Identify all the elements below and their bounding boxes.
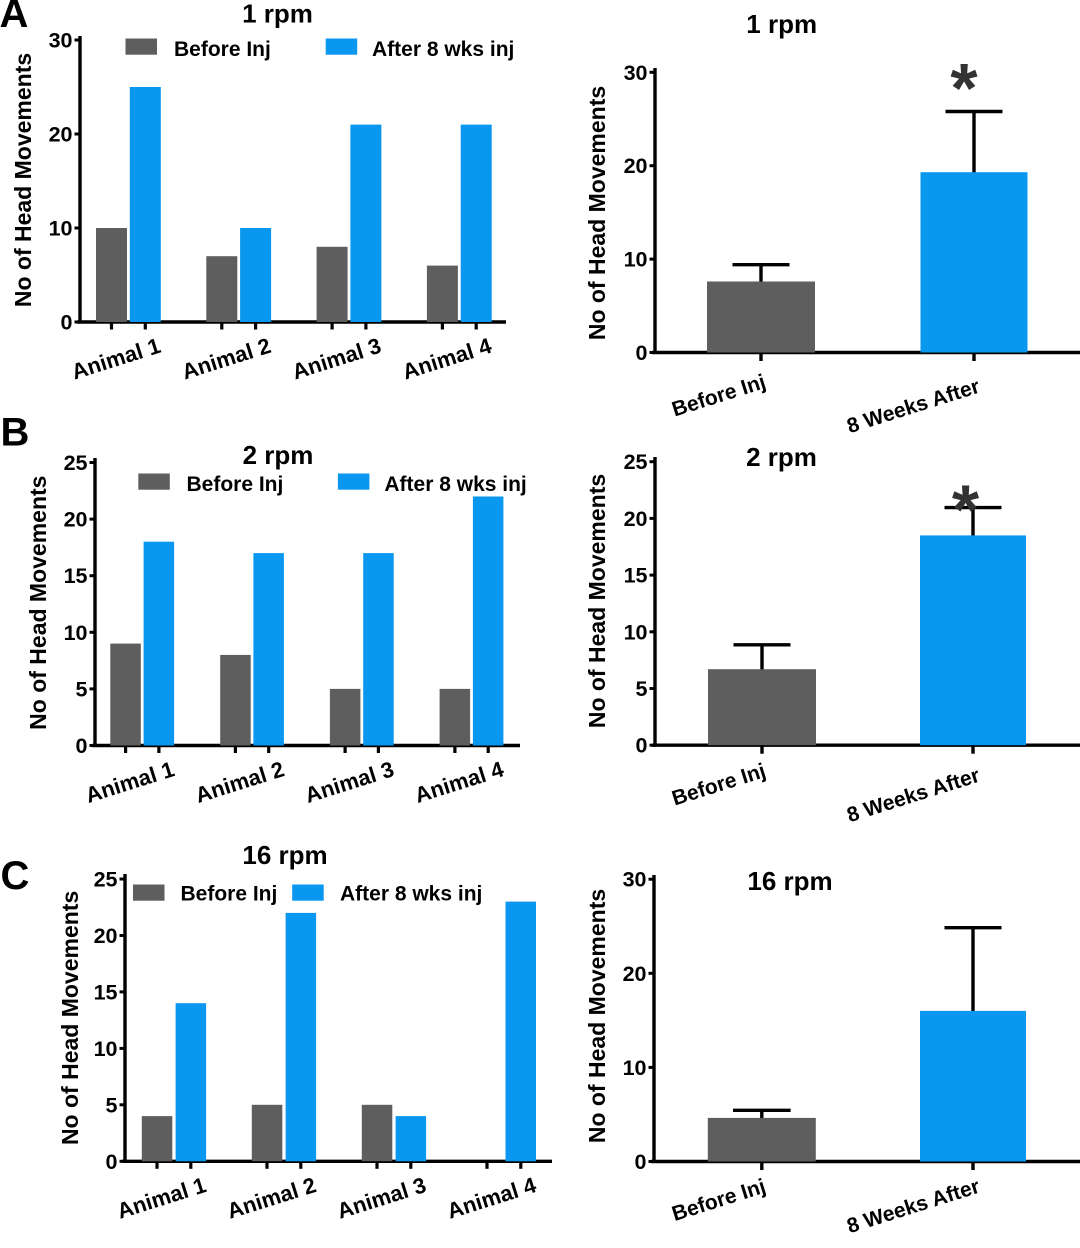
svg-text:5: 5 [106,1093,118,1117]
svg-text:1 rpm: 1 rpm [242,0,313,28]
svg-text:16 rpm: 16 rpm [747,866,832,896]
svg-text:0: 0 [61,311,73,335]
svg-text:*: * [950,49,978,127]
svg-text:After 8 wks inj: After 8 wks inj [340,883,482,906]
svg-text:No of Head Movements: No of Head Movements [584,889,610,1143]
svg-text:No of Head Movements: No of Head Movements [584,86,610,340]
svg-text:0: 0 [635,1150,647,1174]
svg-text:No of Head Movements: No of Head Movements [25,476,51,730]
svg-text:2 rpm: 2 rpm [243,440,314,470]
svg-text:30: 30 [49,29,73,53]
svg-text:0: 0 [106,1150,118,1174]
svg-text:After 8 wks inj: After 8 wks inj [384,473,526,496]
svg-text:No of Head Movements: No of Head Movements [10,53,36,307]
svg-text:A: A [0,0,28,36]
svg-text:10: 10 [623,1056,647,1080]
svg-text:10: 10 [49,217,73,241]
svg-text:No of Head Movements: No of Head Movements [584,474,610,728]
svg-text:No of Head Movements: No of Head Movements [57,891,83,1145]
svg-text:After 8 wks inj: After 8 wks inj [372,38,514,61]
svg-text:15: 15 [94,980,118,1004]
svg-text:10: 10 [64,621,88,645]
svg-text:25: 25 [624,450,648,474]
svg-text:10: 10 [624,620,648,644]
svg-text:5: 5 [76,677,88,701]
svg-text:2 rpm: 2 rpm [746,442,817,472]
svg-text:20: 20 [64,508,88,532]
svg-text:1 rpm: 1 rpm [746,9,817,39]
svg-text:25: 25 [64,451,88,475]
svg-text:30: 30 [624,61,648,85]
svg-text:20: 20 [49,123,73,147]
svg-text:10: 10 [624,248,648,272]
svg-text:10: 10 [94,1037,118,1061]
svg-text:5: 5 [636,677,648,701]
svg-text:B: B [1,411,30,455]
svg-text:15: 15 [64,564,88,588]
svg-text:Before Inj: Before Inj [174,38,271,61]
svg-text:20: 20 [624,154,648,178]
svg-text:Before Inj: Before Inj [187,473,284,496]
svg-text:Before Inj: Before Inj [181,883,278,906]
svg-text:25: 25 [94,868,118,892]
svg-text:C: C [1,854,30,898]
svg-text:15: 15 [624,564,648,588]
svg-text:30: 30 [623,868,647,892]
svg-text:20: 20 [623,962,647,986]
svg-text:0: 0 [636,734,648,758]
svg-text:*: * [952,471,980,549]
svg-text:0: 0 [636,341,648,365]
svg-text:0: 0 [76,734,88,758]
svg-text:16 rpm: 16 rpm [242,840,327,870]
svg-text:20: 20 [624,507,648,531]
svg-text:20: 20 [94,924,118,948]
